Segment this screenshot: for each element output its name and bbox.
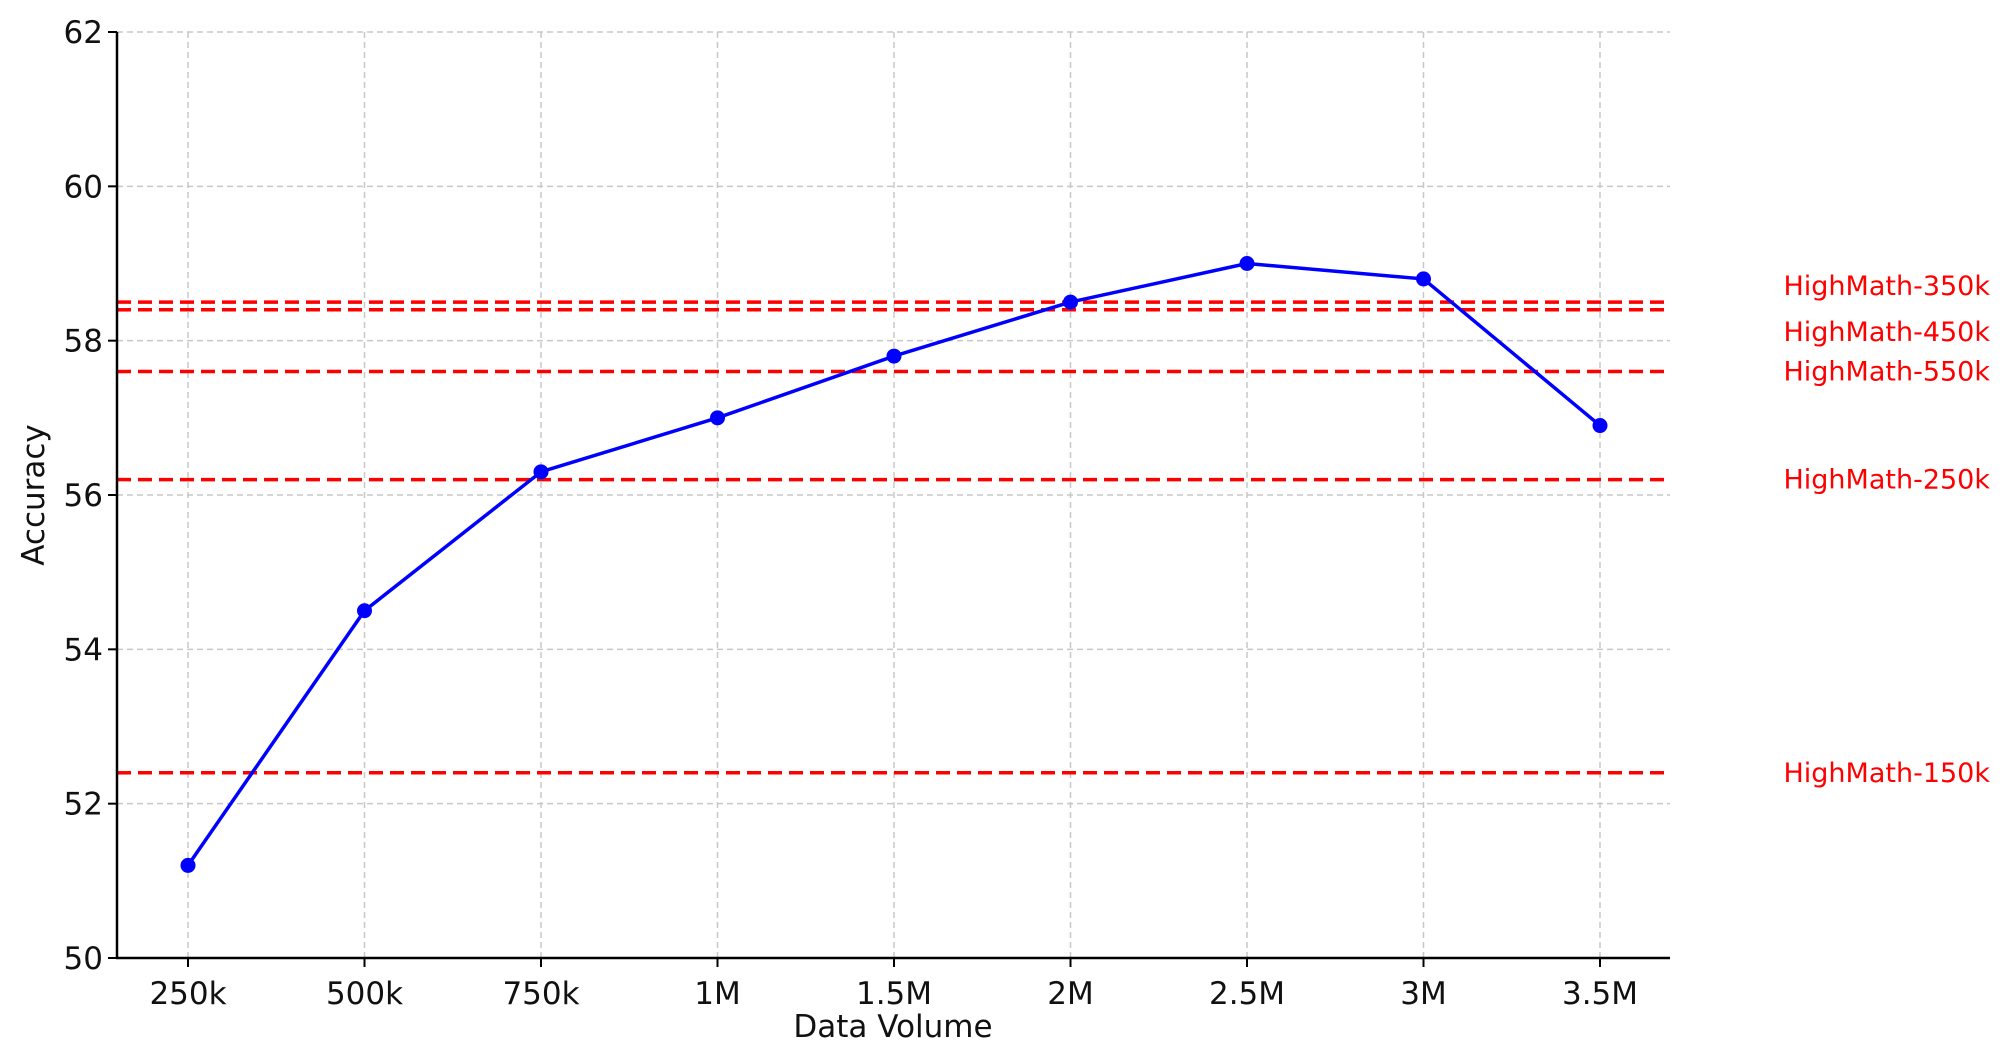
x-tick-label: 2M — [1047, 976, 1093, 1012]
y-tick-label: 52 — [64, 787, 103, 823]
x-tick-label: 3.5M — [1562, 976, 1638, 1012]
y-tick-label: 56 — [64, 478, 103, 514]
data-point — [1239, 256, 1255, 271]
reference-line-label: HighMath-450k — [1783, 317, 1990, 348]
x-tick-label: 2.5M — [1209, 976, 1285, 1012]
data-point — [180, 857, 196, 873]
reference-lines — [117, 300, 1670, 775]
reference-line-label: HighMath-550k — [1783, 357, 1990, 388]
grid — [117, 31, 1670, 958]
y-tick-label: 50 — [64, 941, 103, 977]
y-axis-ticks: 50 52 54 56 58 60 62 — [64, 15, 117, 977]
y-tick-label: 54 — [64, 632, 103, 668]
y-axis-label: Accuracy — [16, 424, 52, 566]
reference-line-label: HighMath-150k — [1783, 758, 1990, 789]
y-tick-label: 58 — [64, 324, 103, 360]
data-point — [886, 348, 902, 364]
data-point — [1063, 294, 1078, 310]
reference-line-label: HighMath-350k — [1783, 271, 1990, 302]
x-tick-label: 750k — [502, 976, 579, 1012]
data-point — [533, 464, 549, 480]
data-point — [1592, 418, 1608, 434]
x-tick-label: 3M — [1400, 976, 1446, 1012]
y-tick-label: 60 — [64, 169, 103, 205]
x-axis-label: Data Volume — [793, 1009, 992, 1045]
y-tick-label: 62 — [64, 15, 103, 51]
data-point — [1416, 271, 1431, 287]
x-tick-label: 250k — [149, 976, 226, 1012]
data-point — [357, 603, 372, 619]
reference-line-labels: HighMath-350k HighMath-450k HighMath-550k H… — [1783, 271, 1990, 789]
x-tick-label: 500k — [326, 976, 403, 1012]
reference-line-label: HighMath-250k — [1783, 465, 1990, 496]
x-tick-label: 1.5M — [856, 976, 932, 1012]
data-point — [710, 410, 725, 426]
x-axis-ticks: 250k 500k 750k 1M 1.5M 2M 2.5M 3M 3.5M — [149, 958, 1638, 1012]
x-tick-label: 1M — [694, 976, 740, 1012]
series — [180, 256, 1608, 873]
